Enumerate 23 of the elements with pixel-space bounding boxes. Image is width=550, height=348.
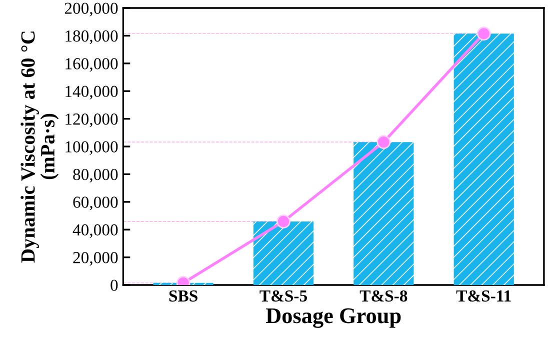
y-tick-label: 40,000: [72, 224, 118, 238]
x-tick-label: T&S-11: [456, 290, 511, 302]
bar: [253, 221, 314, 286]
point: [476, 26, 491, 41]
x-tick-label: T&S-5: [260, 290, 307, 302]
y-tick-label: 160,000: [66, 58, 118, 72]
x-tick-label: SBS: [169, 290, 198, 302]
y-tick-label: 60,000: [73, 196, 118, 210]
x-tick-label: T&S-8: [360, 290, 408, 302]
point: [376, 135, 391, 150]
y-tick-label: 0: [110, 280, 118, 291]
y-tick-label: 20,000: [73, 252, 118, 266]
y-axis-title: Dynamic Viscosity at 60 °C (mPa·s): [20, 32, 59, 263]
bar: [354, 142, 414, 286]
y-tick-label: 80,000: [73, 168, 118, 183]
point: [276, 214, 290, 228]
y-tick-label: 100,000: [66, 141, 118, 155]
y-tick-label: 120,000: [66, 114, 118, 128]
bar: [454, 34, 514, 286]
y-tick-label: 140,000: [66, 86, 118, 100]
y-tick-label: 200,000: [64, 2, 118, 16]
y-tick-label: 180,000: [66, 30, 118, 44]
x-axis-title: Dosage Group: [266, 308, 401, 328]
